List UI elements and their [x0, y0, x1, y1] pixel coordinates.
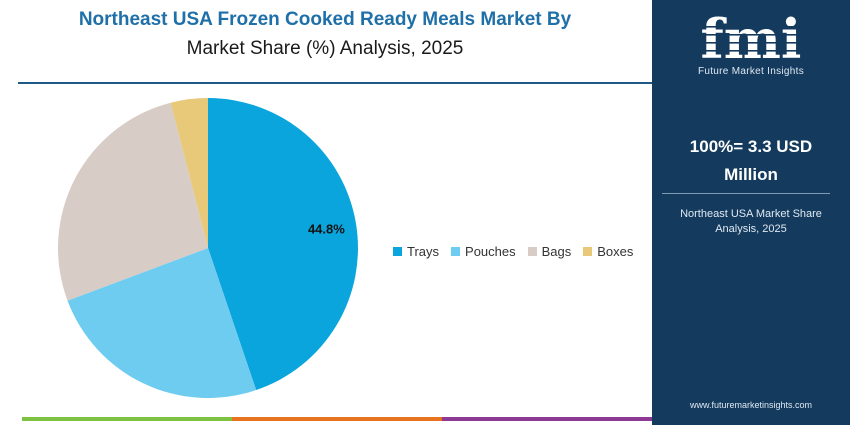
logo-tagline: Future Market Insights — [697, 66, 805, 77]
pie-chart: 44.8% — [58, 98, 358, 398]
bottom-bar-segment — [22, 417, 232, 421]
website-link[interactable]: www.futuremarketinsights.com — [689, 400, 813, 410]
legend-item-trays: Trays — [393, 244, 439, 259]
legend-item-boxes: Boxes — [583, 244, 633, 259]
market-total: 100%= 3.3 USD Million — [652, 133, 850, 189]
pie-slice-boxes — [170, 98, 208, 248]
market-total-value: 100%= 3.3 USD — [689, 137, 813, 156]
chart-area: 44.8% — [0, 90, 650, 410]
bottom-color-bar — [22, 417, 652, 421]
legend-swatch-trays — [393, 247, 402, 256]
title-divider — [18, 82, 652, 84]
chart-subtitle: Market Share (%) Analysis, 2025 — [186, 38, 464, 59]
chart-title: Northeast USA Frozen Cooked Ready Meals … — [78, 9, 572, 30]
market-total-unit: Million — [724, 165, 778, 184]
legend-label-bags: Bags — [541, 244, 572, 259]
bottom-bar-segment — [232, 417, 442, 421]
legend-swatch-pouches — [451, 247, 461, 256]
pie-slice-pouches — [67, 248, 257, 398]
panel-divider — [662, 193, 830, 194]
info-panel: fmi Future Market Insights 100%= 3.3 USD… — [652, 0, 850, 425]
panel-note: Northeast USA Market Share Analysis, 202… — [664, 207, 838, 237]
pie-slice-trays — [208, 98, 358, 391]
legend-swatch-boxes — [583, 247, 593, 256]
panel-note-line: Northeast USA Market Share — [680, 208, 822, 220]
legend-label-trays: Trays — [407, 244, 440, 259]
logo-wordmark: fmi — [701, 12, 802, 71]
legend-item-bags: Bags — [527, 244, 572, 259]
fmi-logo: fmi — [696, 12, 806, 71]
pie-data-label-trays: 44.8% — [308, 222, 345, 237]
legend-label-boxes: Boxes — [597, 244, 634, 259]
chart-legend: Trays Pouches Bags Boxes — [393, 244, 633, 259]
legend-swatch-bags — [527, 247, 537, 256]
legend-item-pouches: Pouches — [451, 244, 516, 259]
pie-slice-bags — [58, 102, 208, 301]
bottom-bar-segment — [442, 417, 652, 421]
legend-label-pouches: Pouches — [465, 244, 516, 259]
panel-note-line: Analysis, 2025 — [715, 223, 787, 235]
